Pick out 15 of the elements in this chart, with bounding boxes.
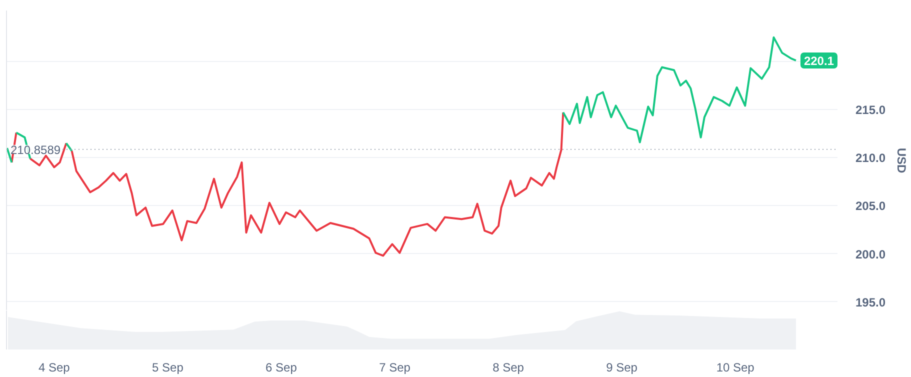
- data-label: 220.1: [804, 54, 834, 68]
- x-tick-label: 10 Sep: [716, 360, 755, 374]
- x-tick-label: 4 Sep: [38, 360, 70, 374]
- x-tick-label: 6 Sep: [266, 360, 298, 374]
- y-axis-title: USD: [894, 148, 909, 174]
- y-tick-label: 210.0: [856, 151, 886, 166]
- y-tick-label: 200.0: [856, 247, 886, 262]
- ref-line-label: 210.8589: [10, 142, 61, 157]
- x-tick-label: 8 Sep: [492, 360, 524, 374]
- y-tick-label: 195.0: [856, 295, 886, 310]
- x-tick-label: 5 Sep: [152, 360, 184, 374]
- y-tick-label: 205.0: [856, 199, 886, 214]
- y-tick-label: 215.0: [856, 103, 886, 118]
- x-tick-label: 7 Sep: [379, 360, 411, 374]
- x-tick-label: 9 Sep: [606, 360, 638, 374]
